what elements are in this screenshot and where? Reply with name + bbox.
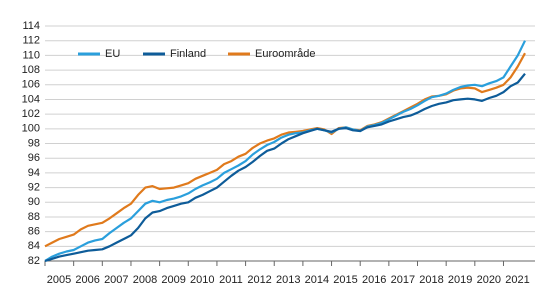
x-tick-label: 2009	[161, 274, 185, 286]
y-tick-label: 106	[22, 79, 40, 91]
y-tick-label: 90	[28, 196, 40, 208]
y-tick-label: 100	[22, 123, 40, 135]
legend-label: Euroområde	[255, 48, 316, 60]
x-tick-label: 2017	[391, 274, 415, 286]
y-tick-label: 96	[28, 152, 40, 164]
y-tick-label: 98	[28, 137, 40, 149]
series-line	[44, 73, 526, 263]
x-tick-label: 2020	[477, 274, 501, 286]
y-tick-label: 92	[28, 181, 40, 193]
y-tick-label: 82	[28, 255, 40, 267]
legend-label: Finland	[170, 48, 206, 60]
x-tick-label: 2010	[190, 274, 214, 286]
y-tick-label: 86	[28, 226, 40, 238]
y-tick-label: 108	[22, 64, 40, 76]
y-tick-label: 114	[22, 20, 40, 32]
y-tick-label: 84	[28, 240, 40, 252]
y-tick-label: 102	[22, 108, 40, 120]
x-tick-label: 2019	[448, 274, 472, 286]
x-tick-label: 2016	[362, 274, 386, 286]
y-tick-label: 104	[22, 93, 40, 105]
y-tick-label: 94	[28, 167, 40, 179]
x-tick-label: 2008	[133, 274, 157, 286]
x-tick-label: 2007	[104, 274, 128, 286]
series-line	[44, 40, 526, 262]
x-tick-label: 2018	[419, 274, 443, 286]
y-tick-label: 110	[22, 49, 40, 61]
y-tick-label: 112	[22, 35, 40, 47]
x-tick-label: 2013	[276, 274, 300, 286]
x-tick-label: 2012	[247, 274, 271, 286]
x-tick-label: 2006	[75, 274, 99, 286]
x-tick-label: 2015	[333, 274, 357, 286]
x-tick-label: 2014	[305, 274, 329, 286]
x-tick-label: 2021	[505, 274, 529, 286]
legend-label: EU	[105, 48, 120, 60]
x-tick-label: 2011	[219, 274, 243, 286]
y-tick-label: 88	[28, 211, 40, 223]
x-tick-label: 2005	[47, 274, 71, 286]
